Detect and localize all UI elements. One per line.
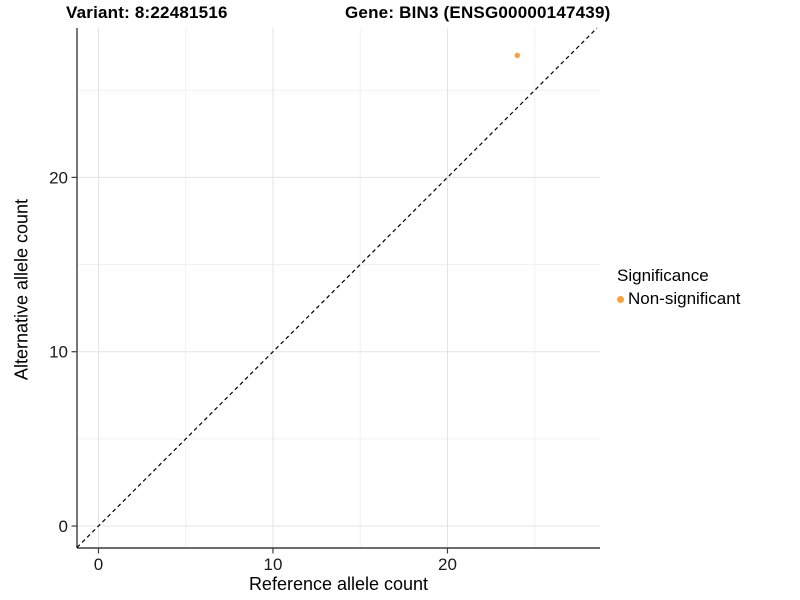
identity-line xyxy=(76,27,598,548)
legend-item-label: Non-significant xyxy=(628,289,741,308)
axis-tick-labels: 0 10 20 0 10 20 xyxy=(49,168,457,574)
x-axis-label: Reference allele count xyxy=(248,574,429,594)
axis-ticks xyxy=(71,176,449,554)
legend-title: Significance xyxy=(617,266,709,285)
y-tick-label: 10 xyxy=(49,343,68,362)
axis-lines xyxy=(76,28,600,549)
variant-title: Variant: 8:22481516 xyxy=(66,3,228,22)
x-tick-label: 0 xyxy=(94,555,103,574)
minor-gridlines xyxy=(77,28,600,548)
gene-title: Gene: BIN3 (ENSG00000147439) xyxy=(345,3,611,22)
plot-title-row: Variant: 8:22481516 Gene: BIN3 (ENSG0000… xyxy=(0,3,800,27)
x-tick-label: 20 xyxy=(438,555,457,574)
data-point xyxy=(514,52,520,59)
y-axis-label: Alternative allele count xyxy=(11,198,32,381)
major-gridlines xyxy=(77,28,600,548)
data-points xyxy=(514,52,520,59)
y-tick-label: 20 xyxy=(49,168,68,187)
x-tick-label: 10 xyxy=(264,555,283,574)
y-tick-label: 0 xyxy=(59,517,68,536)
legend: Significance Non-significant xyxy=(617,266,740,309)
identity-dashed-line xyxy=(76,27,598,548)
legend-item: Non-significant xyxy=(617,289,740,309)
legend-point-icon xyxy=(617,295,624,303)
